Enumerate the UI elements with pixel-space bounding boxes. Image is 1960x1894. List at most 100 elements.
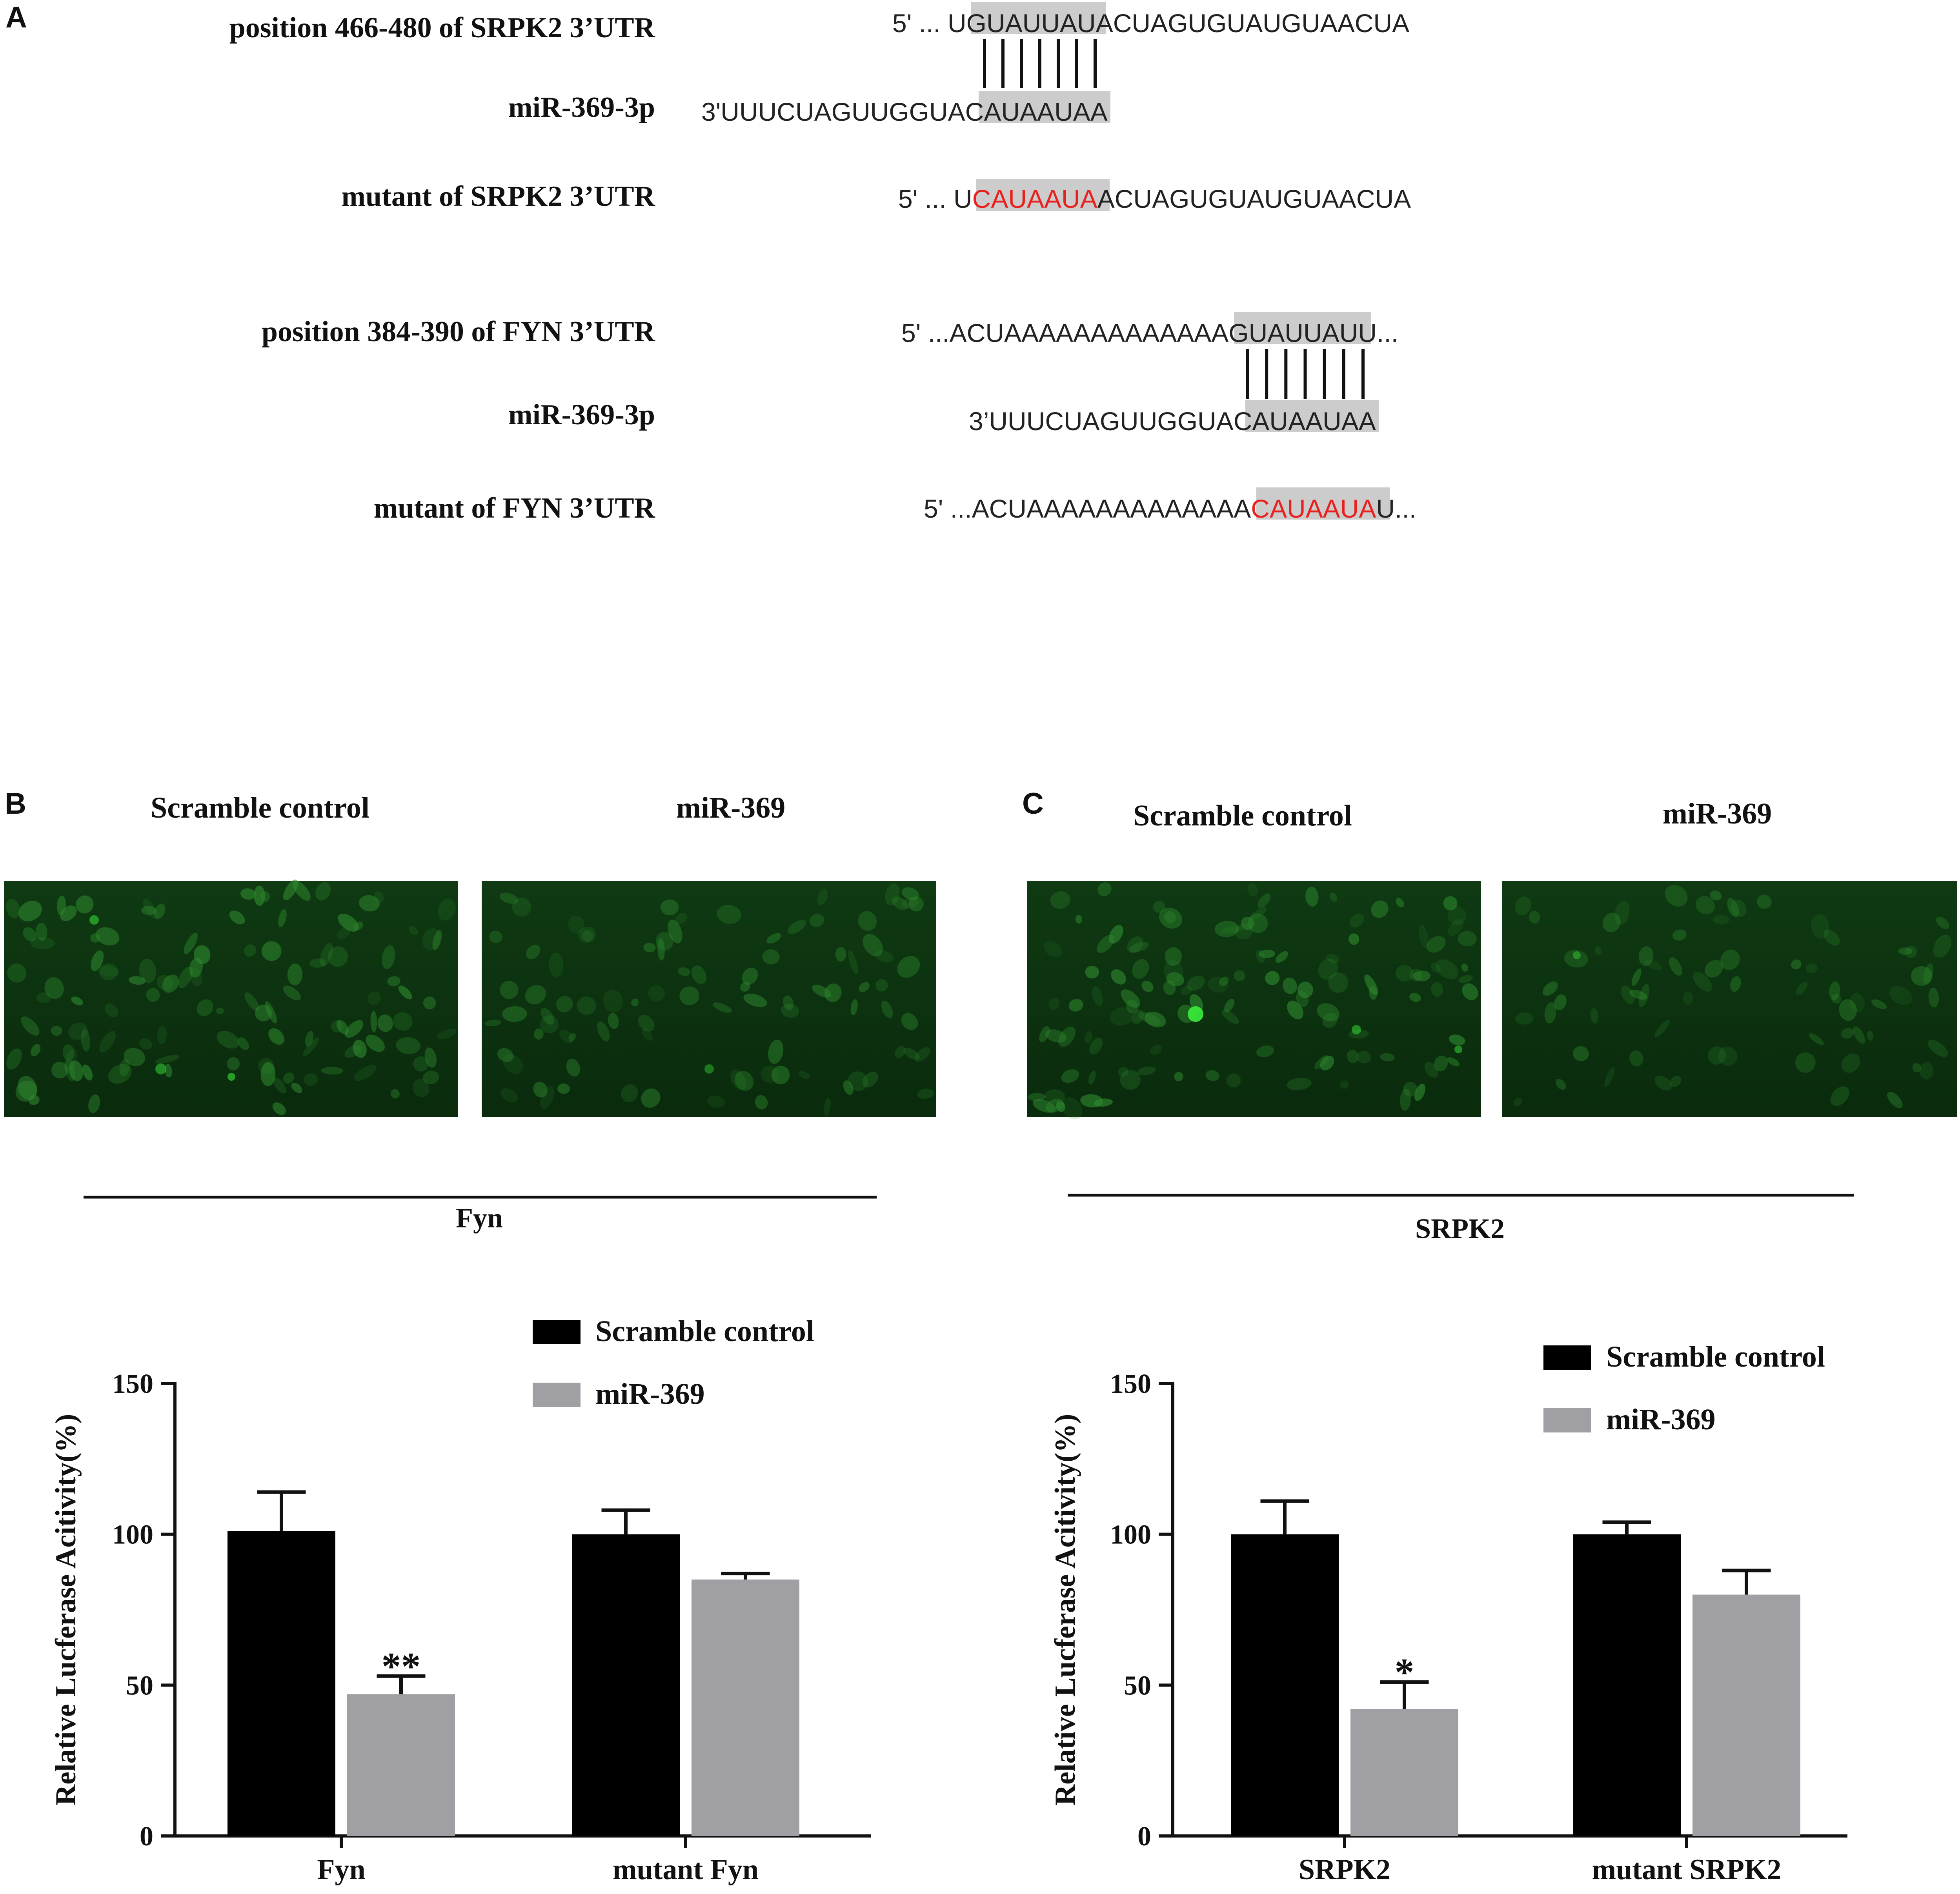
cell — [353, 922, 364, 930]
cell — [305, 1031, 314, 1047]
cell — [1669, 957, 1682, 976]
cell — [1731, 900, 1747, 917]
cell — [1137, 1066, 1156, 1076]
bar-mir-0 — [347, 1694, 455, 1836]
cell — [291, 1083, 302, 1093]
cell — [1221, 926, 1244, 934]
cell — [881, 1000, 893, 1018]
cell — [268, 1028, 284, 1045]
cell — [321, 1067, 343, 1075]
cell — [1704, 960, 1723, 978]
cell — [534, 1028, 544, 1040]
cell — [1430, 962, 1441, 973]
fyn-utr-sequence: 5' ...ACUAAAAAAAAAAAAAGUAUUAUU... — [901, 318, 1398, 347]
cell — [1110, 1007, 1134, 1025]
cell — [908, 896, 924, 912]
cell — [30, 937, 55, 949]
cell — [848, 1071, 868, 1091]
cell — [1645, 960, 1662, 971]
cell — [1933, 934, 1951, 958]
legend-swatch-scramble — [533, 1320, 581, 1344]
cell — [287, 963, 303, 985]
legend-label-mir: miR-369 — [1606, 1403, 1716, 1436]
cell — [51, 1062, 68, 1079]
cell — [648, 985, 665, 1002]
cell — [1214, 921, 1239, 937]
y-tick-label: 50 — [1124, 1670, 1151, 1701]
cell — [812, 985, 831, 998]
cell — [1045, 1029, 1067, 1043]
cell — [578, 927, 596, 943]
cell — [657, 938, 665, 961]
cell — [642, 1028, 653, 1041]
cell — [1265, 971, 1280, 985]
cell — [1224, 999, 1235, 1012]
bar-mir-1 — [1692, 1594, 1800, 1836]
cell — [735, 1071, 754, 1091]
cell — [1629, 989, 1647, 1000]
cell — [413, 1056, 429, 1072]
cell — [1936, 916, 1949, 929]
cell — [863, 934, 883, 956]
cell — [533, 1082, 548, 1098]
cell — [1127, 936, 1143, 953]
cell — [1693, 971, 1712, 992]
cell — [423, 996, 436, 1010]
bright-cell — [227, 1073, 235, 1081]
cell — [917, 1089, 934, 1099]
cell — [1092, 986, 1103, 1007]
cell — [1572, 1046, 1589, 1062]
cell — [258, 1058, 274, 1074]
fyn-utr-seed-box — [1234, 312, 1371, 344]
cell — [1045, 1089, 1065, 1103]
cell — [717, 905, 741, 924]
cell — [1830, 1086, 1849, 1106]
cell — [500, 981, 519, 999]
cell — [643, 943, 656, 952]
cell — [678, 967, 690, 976]
cell — [1349, 913, 1364, 928]
cell — [65, 1058, 75, 1082]
cell — [6, 1048, 22, 1070]
cell — [139, 959, 157, 983]
cell — [124, 1048, 146, 1066]
cell — [1153, 901, 1165, 913]
cell — [304, 1073, 318, 1086]
cell — [1400, 1089, 1411, 1111]
cell — [1718, 1047, 1738, 1066]
cell — [244, 992, 260, 1011]
x-category-label: mutant SRPK2 — [1592, 1854, 1781, 1886]
cell — [902, 898, 919, 909]
cell — [328, 946, 348, 967]
cell — [783, 995, 794, 1010]
cell — [1247, 883, 1258, 897]
cell — [393, 1012, 413, 1031]
cell — [240, 888, 256, 900]
cell — [1058, 1026, 1076, 1047]
cell — [68, 1022, 88, 1040]
cell — [1068, 999, 1083, 1012]
cell — [1564, 950, 1588, 968]
cell — [1174, 1072, 1183, 1082]
cell — [608, 1012, 619, 1029]
cell — [1458, 931, 1477, 947]
bright-cell — [1573, 951, 1581, 959]
cell — [1221, 1009, 1239, 1024]
bar-scramble-0 — [227, 1531, 335, 1836]
cell — [1515, 896, 1532, 916]
cell — [283, 985, 301, 1000]
cell — [497, 1048, 514, 1062]
cell — [1120, 1070, 1141, 1090]
cell — [18, 901, 42, 922]
y-tick-label: 100 — [112, 1520, 153, 1550]
cell — [90, 933, 100, 943]
legend-swatch-scramble — [1543, 1345, 1591, 1370]
cell — [1089, 1038, 1103, 1055]
cell — [1449, 1034, 1465, 1045]
cell — [484, 1020, 502, 1026]
cell — [1138, 1012, 1161, 1025]
cell — [1889, 986, 1913, 1005]
cell — [712, 1002, 732, 1013]
cell — [1159, 907, 1182, 929]
panel-c: C Scramble control miR-369 SRPK2 — [1022, 787, 1957, 1244]
